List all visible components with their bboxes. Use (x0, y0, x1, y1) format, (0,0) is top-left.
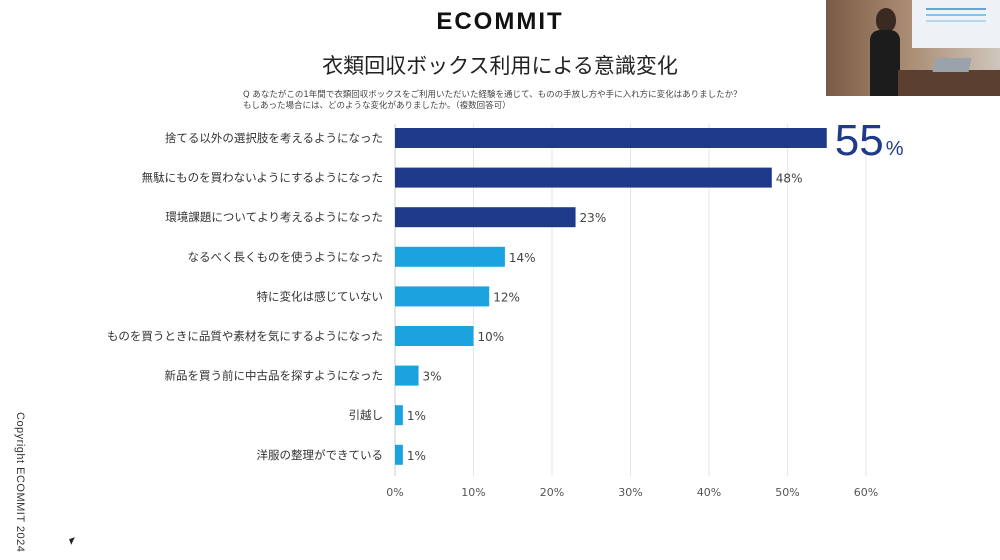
question-line-2: もしあった場合には、どのような変化がありましたか。（複数回答可） (243, 101, 511, 111)
value-label: 12% (493, 290, 520, 304)
bar (395, 405, 403, 426)
category-label: 環境課題についてより考えるようになった (165, 210, 383, 224)
bar (395, 207, 576, 228)
presenter-body (870, 30, 900, 96)
x-tick-label: 40% (697, 486, 721, 499)
value-label: 3% (423, 370, 442, 384)
question-line-1: Q あなたがこの1年間で衣類回収ボックスをご利用いただいた経験を通じて、ものの手… (243, 90, 742, 100)
x-tick-label: 60% (854, 486, 878, 499)
x-tick-label: 10% (461, 486, 485, 499)
bar (395, 444, 403, 465)
value-label: 14% (509, 251, 536, 265)
bar (395, 286, 490, 307)
bar (395, 365, 419, 386)
category-label: 捨てる以外の選択肢を考えるようになった (165, 131, 383, 145)
bar (395, 167, 772, 188)
podium (898, 70, 1000, 96)
value-label: 48% (776, 172, 803, 186)
bar (395, 326, 474, 346)
category-label: 無駄にものを買わないようにするようになった (142, 171, 383, 185)
slide-title: 衣類回収ボックス利用による意識変化 (322, 54, 678, 78)
survey-question: Q あなたがこの1年間で衣類回収ボックスをご利用いただいた経験を通じて、ものの手… (243, 90, 823, 112)
value-label: 10% (478, 330, 505, 344)
value-label: 1% (407, 449, 426, 463)
bar (395, 128, 827, 148)
x-tick-label: 30% (618, 486, 642, 499)
value-label-unit: % (886, 138, 904, 160)
category-label: 引越し (349, 408, 384, 422)
x-tick-label: 50% (775, 486, 799, 499)
category-label: 洋服の整理ができている (257, 448, 384, 462)
presenter-video-feed (826, 0, 1000, 96)
bar (395, 246, 505, 267)
category-label: 特に変化は感じていない (257, 289, 384, 303)
x-tick-label: 0% (386, 486, 403, 499)
projected-screen (912, 0, 1000, 48)
category-label: なるべく長くものを使うようになった (188, 250, 384, 264)
brand-logo: ECOMMIT (436, 8, 564, 35)
presenter-head (876, 8, 896, 32)
value-label: 23% (580, 211, 607, 225)
category-label: ものを買うときに品質や素材を気にするようになった (107, 329, 383, 343)
value-label-highlight: 55 (835, 116, 884, 165)
copyright-notice: Copyright ECOMMIT 2024 (14, 412, 26, 553)
value-label: 1% (407, 409, 426, 423)
x-tick-label: 20% (540, 486, 564, 499)
category-label: 新品を買う前に中古品を探すようになった (165, 369, 384, 383)
